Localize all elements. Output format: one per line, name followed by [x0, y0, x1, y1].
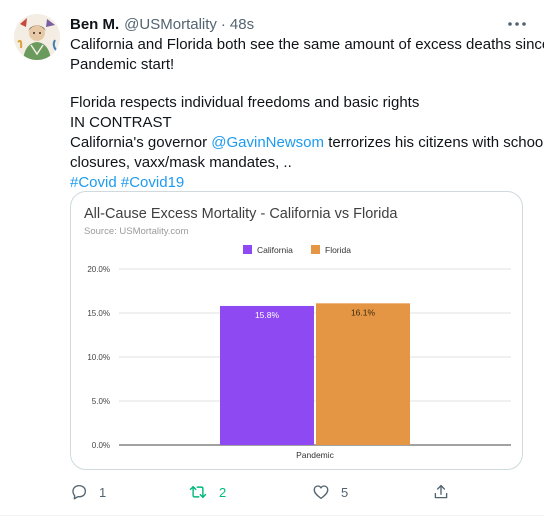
tweet-header: Ben M. @USMortality · 48s	[70, 14, 254, 34]
tweet-text-fragment: terrorizes his citizens with school	[324, 134, 544, 151]
y-tick-label: 15.0%	[87, 309, 110, 318]
hashtag-link[interactable]: #Covid	[70, 174, 117, 191]
tweet-text-fragment: California's governor	[70, 134, 212, 151]
more-button[interactable]	[506, 14, 528, 34]
tweet-text-line: Pandemic start!	[70, 56, 175, 73]
y-tick-label: 20.0%	[87, 265, 110, 274]
chart-subtitle: Source: USMortality.com	[84, 226, 188, 237]
legend-label: Florida	[325, 245, 351, 255]
like-count: 5	[341, 484, 349, 500]
y-tick-label: 5.0%	[92, 397, 110, 406]
share-button[interactable]	[432, 480, 450, 504]
legend-label: California	[257, 245, 293, 255]
tweet-actions: 1 2 5	[70, 480, 460, 504]
header-separator: ·	[220, 15, 226, 33]
legend-swatch	[311, 245, 320, 254]
legend-swatch	[243, 245, 252, 254]
bar-chart: All-Cause Excess Mortality - California …	[84, 206, 511, 460]
reply-count: 1	[99, 484, 107, 500]
heart-icon	[313, 485, 329, 500]
retweet-count: 2	[219, 484, 227, 500]
retweet-icon	[189, 486, 207, 498]
media-card[interactable]: All-Cause Excess Mortality - California …	[70, 191, 523, 470]
display-name[interactable]: Ben M.	[70, 15, 120, 33]
chart-bar	[316, 303, 410, 445]
chart-y-axis: 0.0% 5.0% 10.0% 15.0% 20.0%	[87, 265, 110, 450]
tweet-text-blank-line	[70, 75, 530, 93]
chart-bars: 15.8% 16.1%	[220, 303, 410, 445]
chart-x-axis: Pandemic	[296, 450, 335, 460]
tweet-text: California and Florida both see the same…	[70, 35, 544, 193]
x-tick-label: Pandemic	[296, 450, 335, 460]
chart-legend: California Florida	[243, 245, 351, 255]
tweet-text-line: closures, vaxx/mask mandates, ..	[70, 154, 292, 171]
hashtag-link[interactable]: #Covid19	[120, 174, 185, 191]
share-icon	[434, 484, 448, 499]
reply-icon	[72, 484, 87, 500]
y-tick-label: 10.0%	[87, 353, 110, 362]
like-button[interactable]: 5	[312, 480, 348, 504]
user-handle[interactable]: @USMortality	[124, 15, 217, 33]
chart-title: All-Cause Excess Mortality - California …	[84, 206, 398, 222]
avatar-illustration-icon	[14, 14, 60, 60]
tweet-timestamp[interactable]: 48s	[229, 15, 255, 33]
avatar[interactable]	[14, 14, 60, 60]
more-icon	[508, 22, 526, 26]
bar-data-label: 15.8%	[255, 310, 280, 320]
tweet-text-line: California's governor @GavinNewsom terro…	[70, 133, 544, 153]
chart-gridlines	[119, 268, 511, 446]
mention-link[interactable]: @GavinNewsom	[211, 134, 325, 151]
hashtag-line: #Covid #Covid19	[70, 173, 530, 193]
bar-data-label: 16.1%	[351, 307, 376, 317]
retweet-button[interactable]: 2	[188, 480, 226, 504]
tweet-text-line: California and Florida both see the same…	[70, 36, 544, 53]
y-tick-label: 0.0%	[92, 441, 110, 450]
tweet-text-line: IN CONTRAST	[70, 114, 172, 131]
chart-bar	[220, 305, 314, 445]
tweet-text-line: Florida respects individual freedoms and…	[70, 94, 420, 111]
reply-button[interactable]: 1	[70, 480, 106, 504]
